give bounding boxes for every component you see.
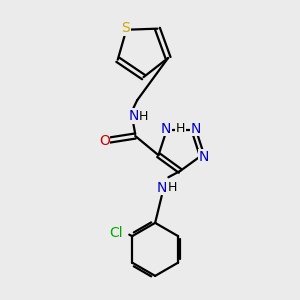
Text: O: O (99, 134, 110, 148)
Text: Cl: Cl (109, 226, 123, 240)
Text: H: H (167, 181, 177, 194)
Text: N: N (128, 109, 139, 123)
Text: N: N (199, 150, 209, 164)
Text: N: N (161, 122, 171, 136)
Text: H: H (176, 122, 185, 135)
Text: S: S (121, 21, 130, 35)
Text: H: H (139, 110, 148, 123)
Text: N: N (190, 122, 201, 136)
Text: N: N (157, 181, 167, 194)
